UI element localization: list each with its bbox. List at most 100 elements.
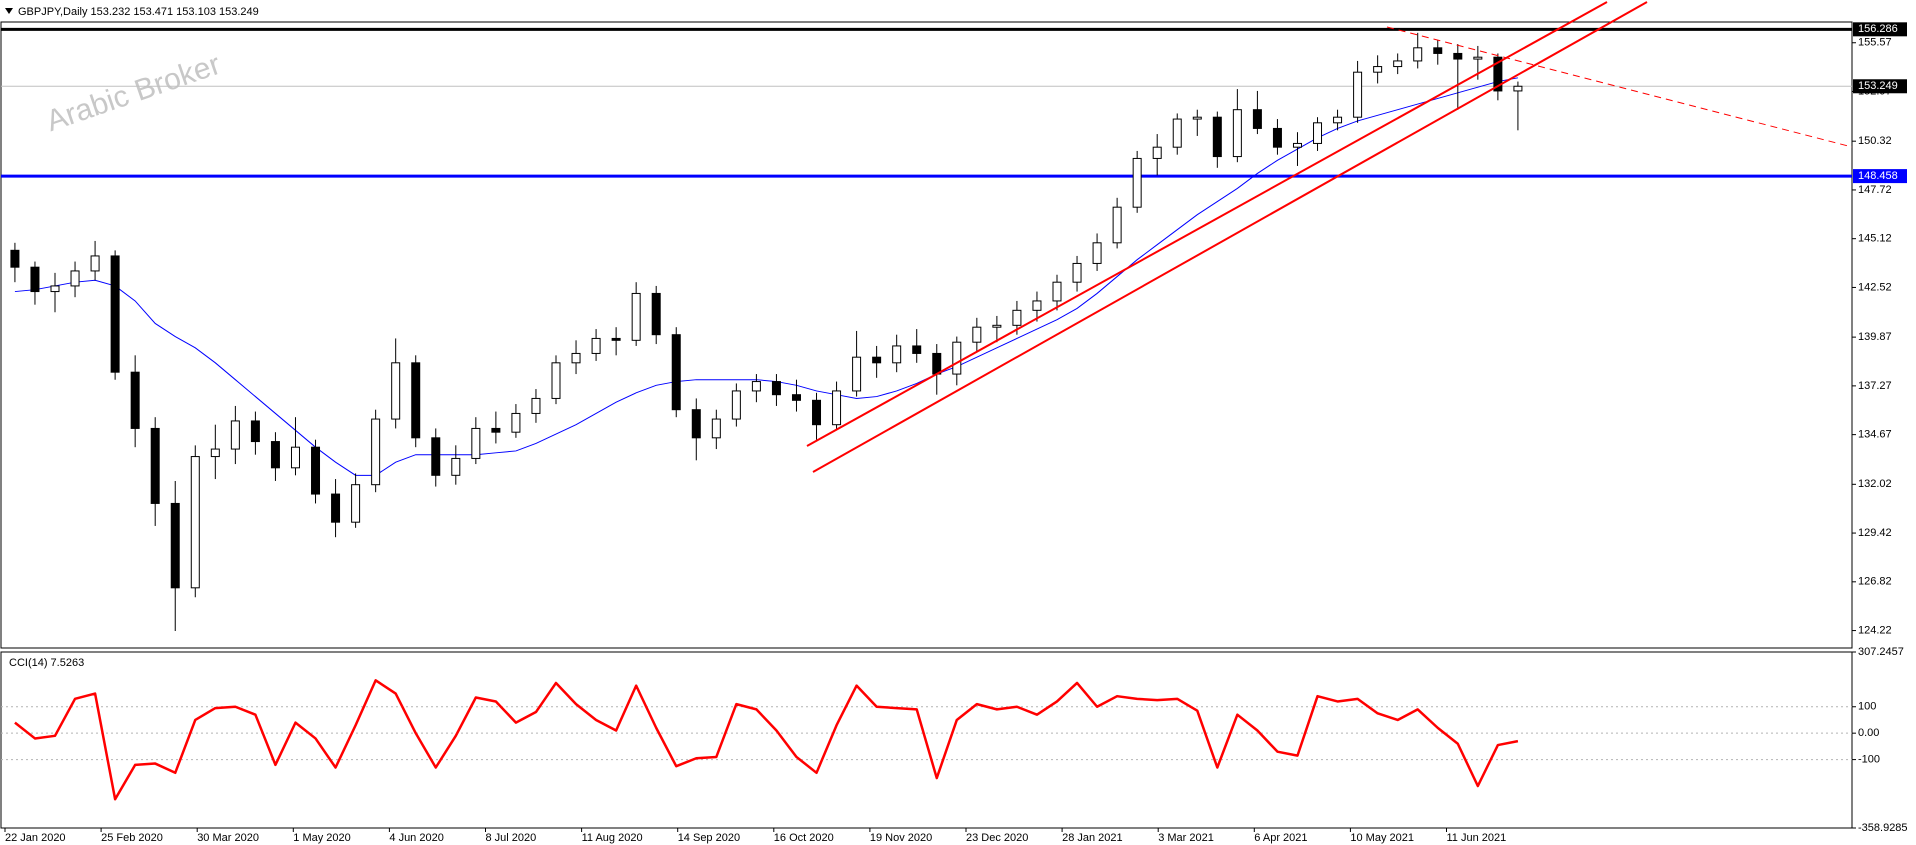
y-tick-label: 147.72 (1858, 184, 1892, 196)
candle-body (1353, 71, 1363, 118)
candle-body (1212, 116, 1222, 158)
candle-body (932, 352, 942, 375)
candle-body (491, 427, 501, 433)
y-tick-label: 150.32 (1858, 135, 1892, 147)
x-tick-label: 19 Nov 2020 (870, 832, 932, 844)
candle-body (832, 390, 842, 426)
cci-panel-frame (0, 651, 1853, 829)
candle-body (731, 390, 741, 420)
cci-title: CCI(14) 7.5263 (9, 657, 84, 669)
main-panel-frame (0, 21, 1853, 649)
y-tick-label: 126.82 (1858, 576, 1892, 588)
x-tick-label: 11 Aug 2020 (582, 832, 643, 844)
price-label-box (1853, 22, 1907, 37)
candle-body (1513, 85, 1523, 92)
candle-body (1453, 52, 1463, 60)
candle-body (591, 337, 601, 354)
candle-body (1052, 281, 1062, 302)
y-tick-label: 0.00 (1858, 727, 1879, 739)
candle-body (1272, 127, 1282, 148)
x-tick-label: 22 Jan 2020 (5, 832, 66, 844)
trendlines (806, 1, 1853, 473)
candle-body (691, 409, 701, 439)
candle-body (892, 345, 902, 364)
y-tick-label: 129.42 (1858, 527, 1892, 539)
price-label-box (1853, 169, 1907, 184)
x-tick-label: 1 May 2020 (293, 832, 350, 844)
y-tick-label: 145.12 (1858, 233, 1892, 245)
y-tick-label: 142.52 (1858, 281, 1892, 293)
candle-body (511, 412, 521, 433)
price-label: 156.286 (1858, 23, 1898, 35)
candle-body (130, 371, 140, 429)
candle-body (912, 345, 922, 354)
candle-body (371, 418, 381, 486)
candle-body (150, 427, 160, 504)
candle-body (531, 397, 541, 414)
main-title: GBPJPY,Daily 153.232 153.471 153.103 153… (18, 6, 259, 18)
price-label-box (1853, 79, 1907, 94)
candle-body (210, 448, 220, 458)
candle-body (1333, 116, 1343, 124)
candle-body (1373, 66, 1383, 73)
candle-body (351, 484, 361, 523)
candle-body (812, 399, 822, 426)
candle-body (431, 437, 441, 476)
candle-body (972, 326, 982, 343)
x-tick-label: 25 Feb 2020 (101, 832, 163, 844)
candle-body (70, 270, 80, 287)
channel-line (812, 1, 1648, 473)
candle-body (1172, 118, 1182, 148)
candle-body (1292, 142, 1302, 148)
candle-body (270, 441, 280, 469)
candle-body (50, 285, 60, 293)
candle-body (852, 356, 862, 392)
x-tick-label: 4 Jun 2020 (389, 832, 443, 844)
candle-body (751, 381, 761, 392)
candle-body (631, 292, 641, 341)
candle-body (1072, 262, 1082, 283)
candle-body (872, 356, 882, 364)
candle-body (471, 427, 481, 459)
candle-body (170, 502, 180, 589)
candle-body (411, 362, 421, 439)
x-tick-label: 28 Jan 2021 (1062, 832, 1123, 844)
y-tick-label: -100 (1858, 753, 1880, 765)
candle-body (1232, 109, 1242, 158)
candle-body (611, 337, 621, 341)
candle-body (1152, 146, 1162, 159)
candle-body (952, 341, 962, 375)
dashed-trendline (1386, 26, 1853, 148)
price-label: 148.458 (1858, 170, 1898, 182)
candle-body (311, 446, 321, 495)
candle-body (230, 420, 240, 450)
x-tick-label: 11 Jun 2021 (1447, 832, 1507, 844)
candle-body (1012, 309, 1022, 326)
y-tick-label: -358.9285 (1858, 822, 1908, 834)
x-tick-label: 16 Oct 2020 (774, 832, 834, 844)
cci-line (14, 679, 1519, 801)
candle-body (1313, 122, 1323, 144)
candle-body (90, 255, 100, 272)
y-tick-label: 155.57 (1858, 37, 1892, 49)
candle-body (791, 394, 801, 401)
candle-body (451, 457, 461, 476)
menu-triangle (5, 8, 13, 14)
candle-body (1032, 300, 1042, 311)
candle-body (992, 324, 1002, 328)
candle-body (651, 292, 661, 336)
candle-body (1192, 116, 1202, 120)
candle-body (1493, 56, 1503, 92)
y-tick-label: 134.67 (1858, 429, 1892, 441)
price-label: 153.249 (1858, 80, 1898, 92)
candle-body (391, 362, 401, 420)
candle-body (671, 334, 681, 411)
x-tick-label: 3 Mar 2021 (1158, 832, 1214, 844)
x-tick-label: 30 Mar 2020 (197, 832, 259, 844)
y-tick-label: 307.2457 (1858, 646, 1904, 658)
candle-body (190, 456, 200, 589)
candle-body (250, 420, 260, 443)
